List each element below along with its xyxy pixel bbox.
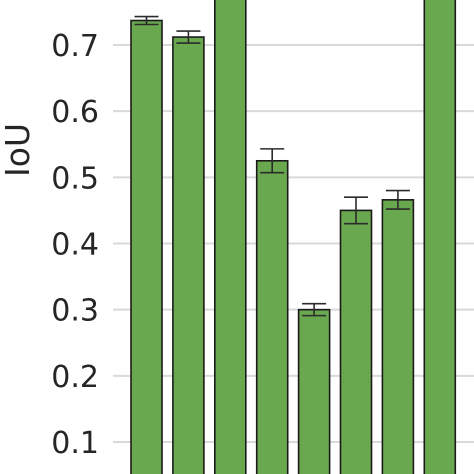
bar (255, 159, 289, 474)
error-bars (134, 15, 410, 317)
y-tick-labels: 0.1 0.2 0.3 0.4 0.5 0.6 0.7 (51, 29, 99, 461)
y-tick-label: 0.7 (51, 29, 99, 64)
bar (130, 19, 163, 474)
y-tick-label: 0.3 (51, 294, 99, 329)
error-bar (344, 196, 368, 225)
error-bar (302, 302, 327, 317)
error-bar (134, 15, 159, 26)
y-tick-label: 0.4 (51, 228, 99, 263)
grid-lines (113, 44, 474, 443)
y-tick-label: 0.5 (51, 161, 99, 196)
bar (339, 209, 373, 474)
error-bar (260, 148, 285, 174)
bar (172, 36, 205, 474)
bar (297, 308, 331, 474)
bar (381, 199, 415, 474)
y-tick-label: 0.2 (51, 360, 99, 395)
bar-series (130, 0, 457, 474)
bar (423, 0, 457, 474)
y-tick-label: 0.1 (51, 426, 99, 461)
error-bar (385, 189, 410, 210)
bar (214, 0, 247, 474)
error-bar (176, 30, 201, 44)
y-axis-label: IoU (0, 123, 37, 177)
y-tick-label: 0.6 (51, 95, 99, 130)
